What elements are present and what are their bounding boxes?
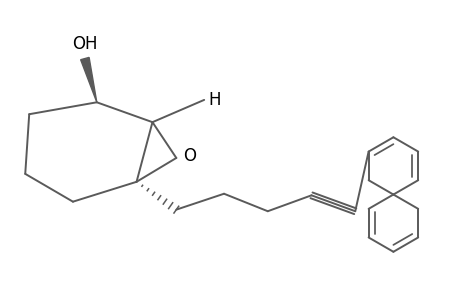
Text: H: H: [207, 91, 220, 109]
Polygon shape: [80, 57, 96, 102]
Text: O: O: [182, 147, 195, 165]
Text: OH: OH: [72, 35, 97, 53]
